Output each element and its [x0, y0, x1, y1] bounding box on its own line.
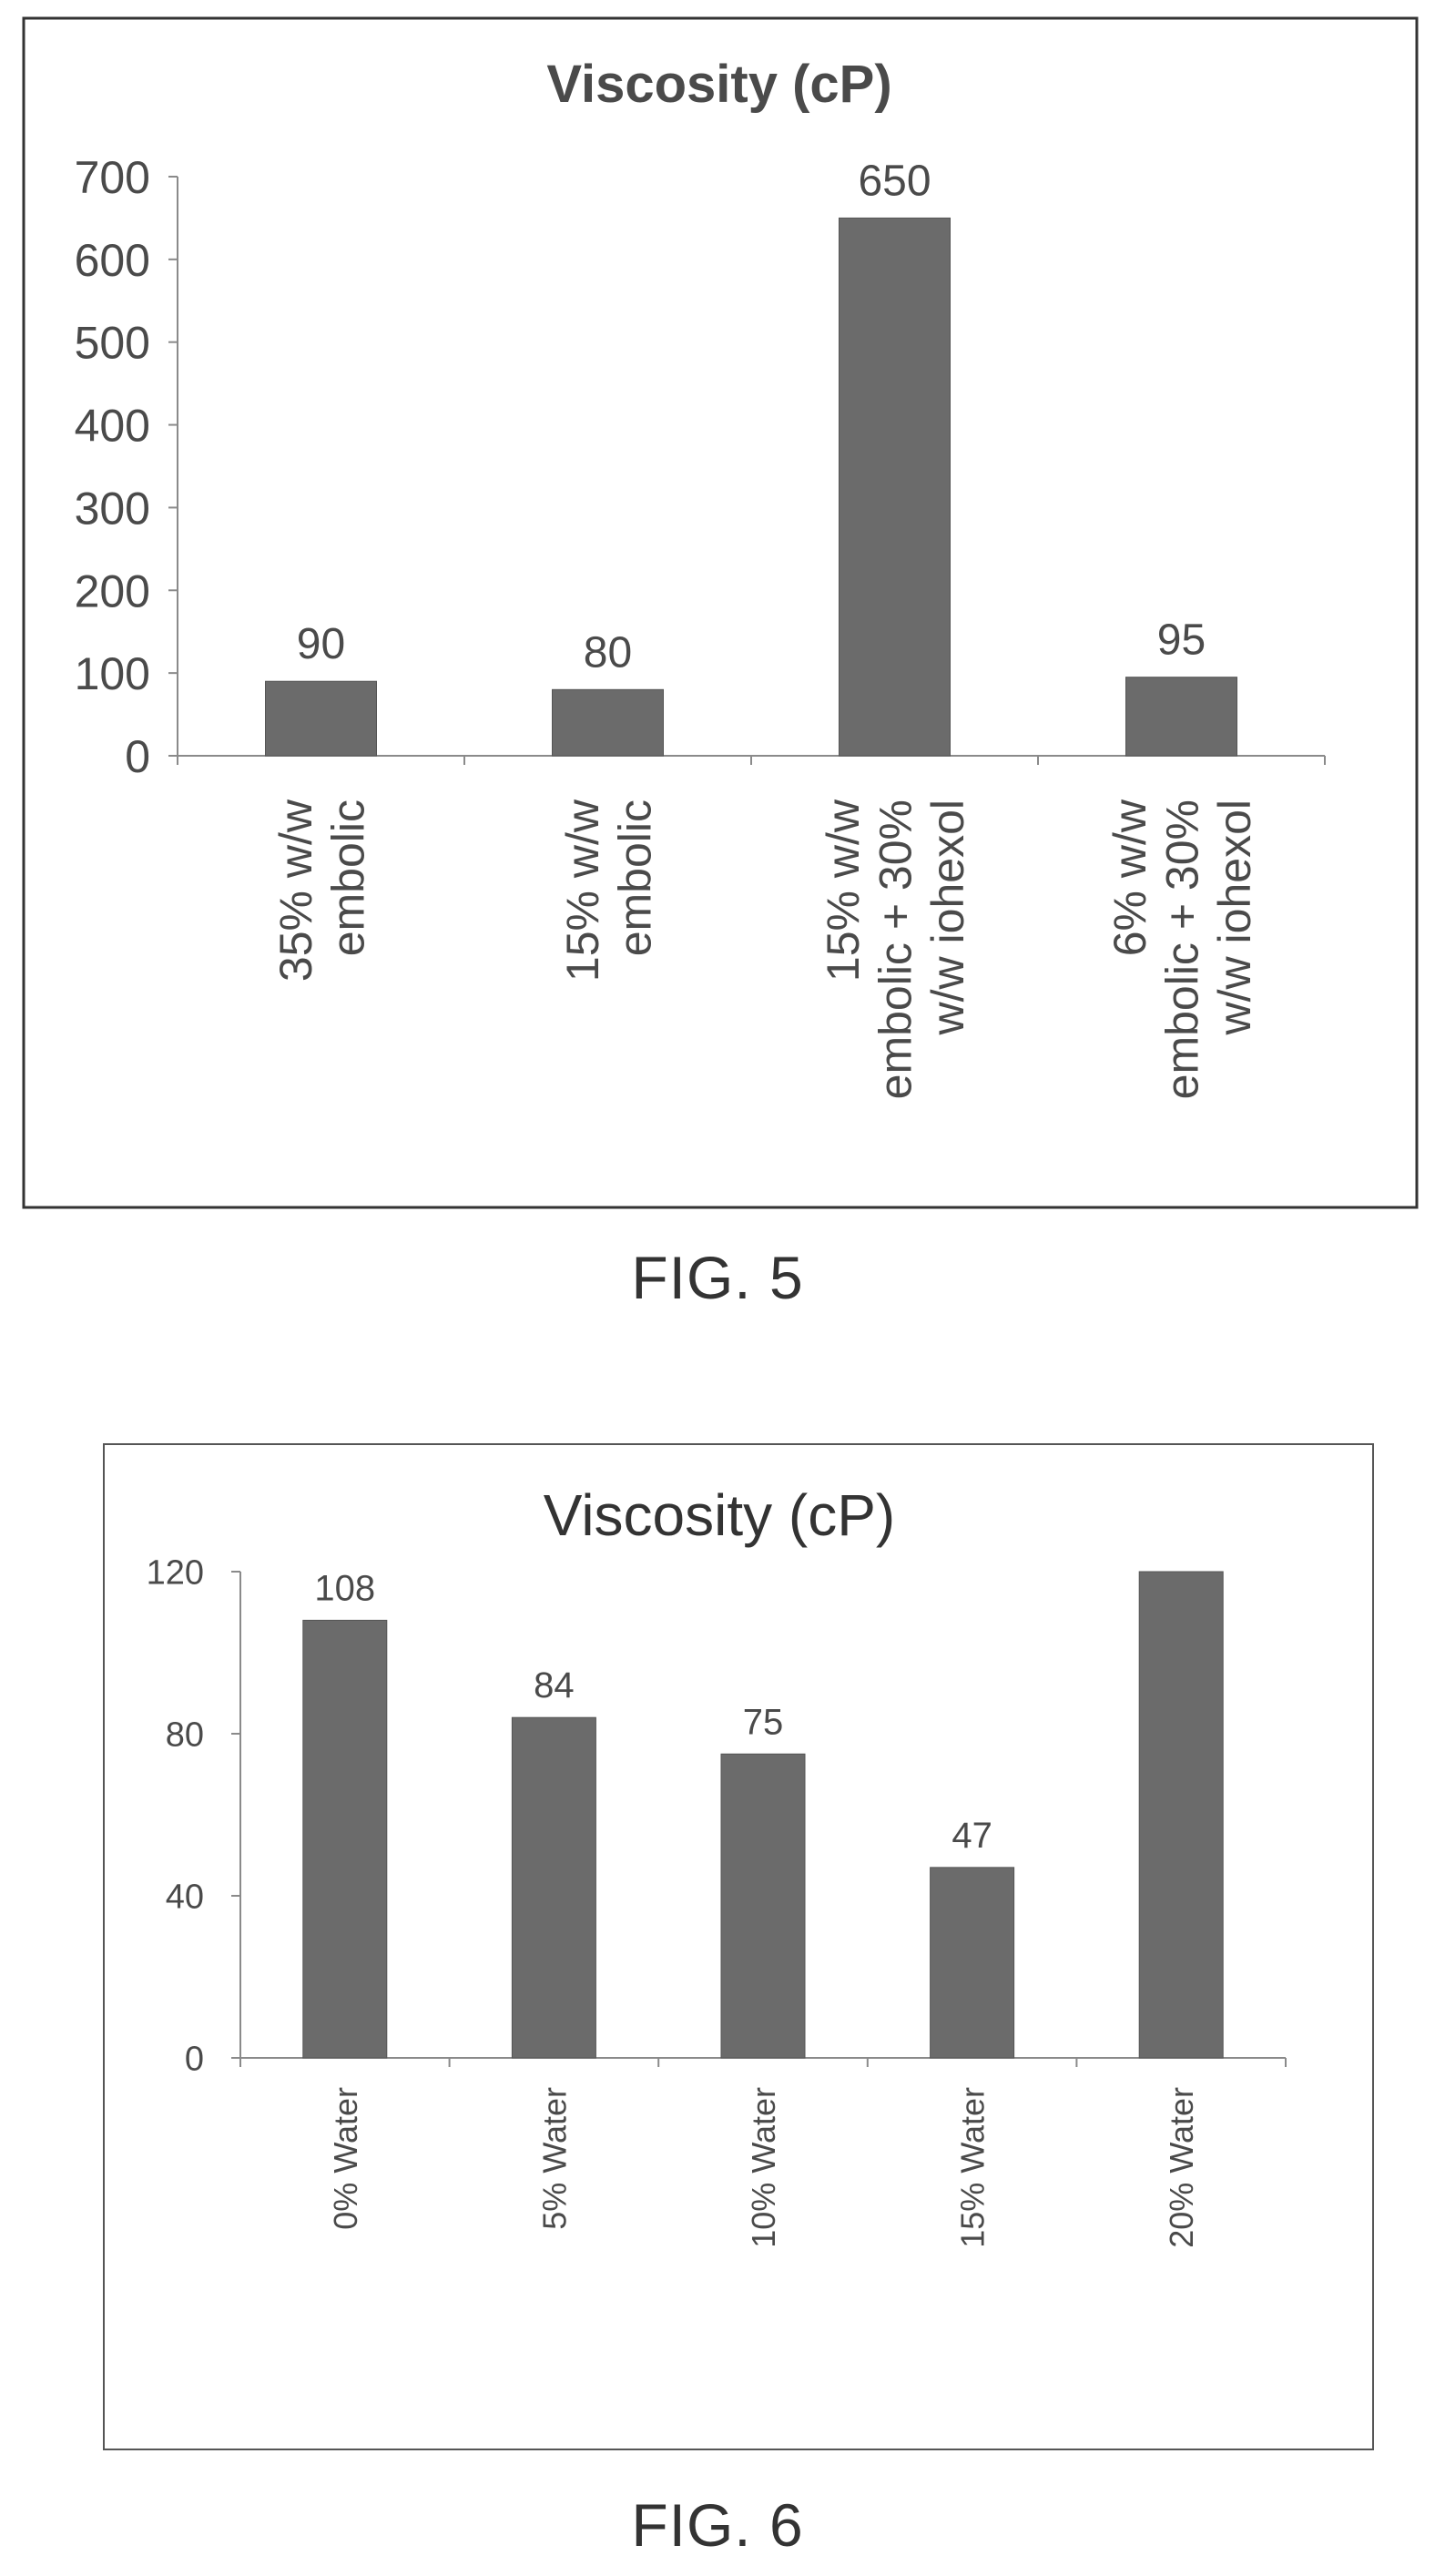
y-tick-label: 0: [125, 731, 150, 782]
data-labels: 90 80 650 95: [297, 157, 1206, 677]
x-tick-label-line: embolic: [322, 799, 373, 956]
bar: [720, 1753, 806, 2059]
data-label: 108: [314, 1568, 375, 1608]
bar: [930, 1867, 1015, 2059]
bar: [1138, 1571, 1224, 2059]
data-label: 47: [952, 1816, 992, 1856]
y-tick-label: 40: [166, 1879, 204, 1917]
y-tick-label: 700: [75, 152, 150, 203]
bars: [265, 217, 1237, 757]
data-label: 75: [743, 1702, 784, 1742]
chart-title: Viscosity (cP): [546, 55, 891, 114]
x-tick-label-line: 6% w/w: [1104, 799, 1155, 956]
y-tick-labels: 0 40 80 120: [147, 1554, 204, 2079]
x-tick-labels: 0% Water 5% Water 10% Water 15% Water 20% Wa…: [327, 2087, 1200, 2248]
x-tick-label-line: 10% Water: [745, 2087, 782, 2248]
figure-caption: FIG. 6: [631, 2491, 804, 2559]
data-label: 650: [858, 157, 931, 205]
x-tick-label: 35% w/w embolic: [270, 799, 374, 982]
x-tick-label: 15% w/w embolic: [557, 799, 661, 982]
y-tick-label: 200: [75, 565, 150, 616]
y-tick-labels: 0 100 200 300 400 500 600 700: [75, 152, 150, 782]
chart-frame: [103, 1443, 1374, 2450]
x-tick-label-line: embolic + 30%: [870, 799, 921, 1099]
bar: [1125, 677, 1237, 757]
chart-frame: [22, 16, 1419, 1209]
figure-caption: FIG. 5: [631, 1244, 804, 1311]
axes: [168, 176, 1326, 765]
x-tick-label-line: w/w iohexol: [922, 799, 973, 1035]
x-tick-label-line: 5% Water: [535, 2087, 573, 2230]
data-label: 80: [584, 628, 632, 677]
x-tick-label: 6% w/w embolic + 30% w/w iohexol: [1104, 799, 1260, 1099]
y-tick-label: 400: [75, 401, 150, 452]
data-label: 84: [534, 1665, 575, 1705]
y-tick-label: 500: [75, 318, 150, 369]
x-tick-label-line: 35% w/w: [270, 799, 321, 982]
y-tick-label: 100: [75, 648, 150, 699]
bar: [265, 680, 377, 757]
x-tick-label: 5% Water: [535, 2087, 573, 2230]
bar: [511, 1716, 596, 2059]
chart-fig6: Viscosity (cP) 108 84 75 47 0 40 80 120 0% Wat…: [103, 1443, 1374, 2450]
bar: [552, 688, 664, 757]
data-label: 95: [1157, 616, 1206, 665]
bars: [302, 1571, 1224, 2059]
x-tick-label-line: 15% w/w: [818, 799, 869, 982]
y-tick-label: 300: [75, 483, 150, 534]
x-tick-label: 0% Water: [327, 2087, 364, 2230]
data-labels: 108 84 75 47: [314, 1568, 992, 1855]
x-tick-label-line: 15% w/w: [557, 799, 608, 982]
x-tick-labels: 35% w/w embolic 15% w/w embolic 15% w/w embol…: [270, 799, 1260, 1099]
figure-6: Viscosity (cP) 108 84 75 47 0 40 80 120 0% Wat…: [0, 1420, 1435, 2576]
data-label: 90: [297, 620, 345, 668]
x-tick-label-line: 0% Water: [327, 2087, 364, 2230]
x-tick-label: 10% Water: [745, 2087, 782, 2248]
y-tick-label: 120: [147, 1554, 204, 1593]
x-tick-label-line: embolic + 30%: [1157, 799, 1208, 1099]
bar: [302, 1619, 388, 2059]
y-tick-label: 0: [185, 2041, 204, 2079]
x-tick-label: 15% Water: [954, 2087, 992, 2248]
x-tick-label-line: embolic: [609, 799, 660, 956]
chart-fig5: Viscosity (cP) 90 80 650 95 0 100 200 300 400 50…: [22, 16, 1419, 1209]
x-tick-label: 20% Water: [1163, 2087, 1200, 2248]
chart-title: Viscosity (cP): [544, 1482, 895, 1548]
figure-5: Viscosity (cP) 90 80 650 95 0 100 200 300 400 50…: [22, 16, 1419, 1311]
y-tick-label: 600: [75, 235, 150, 286]
x-tick-label-line: 15% Water: [954, 2087, 992, 2248]
x-tick-label-line: 20% Water: [1163, 2087, 1200, 2248]
y-tick-label: 80: [166, 1716, 204, 1755]
x-tick-label: 15% w/w embolic + 30% w/w iohexol: [818, 799, 973, 1099]
x-tick-label-line: w/w iohexol: [1209, 799, 1260, 1035]
bar: [839, 217, 951, 757]
